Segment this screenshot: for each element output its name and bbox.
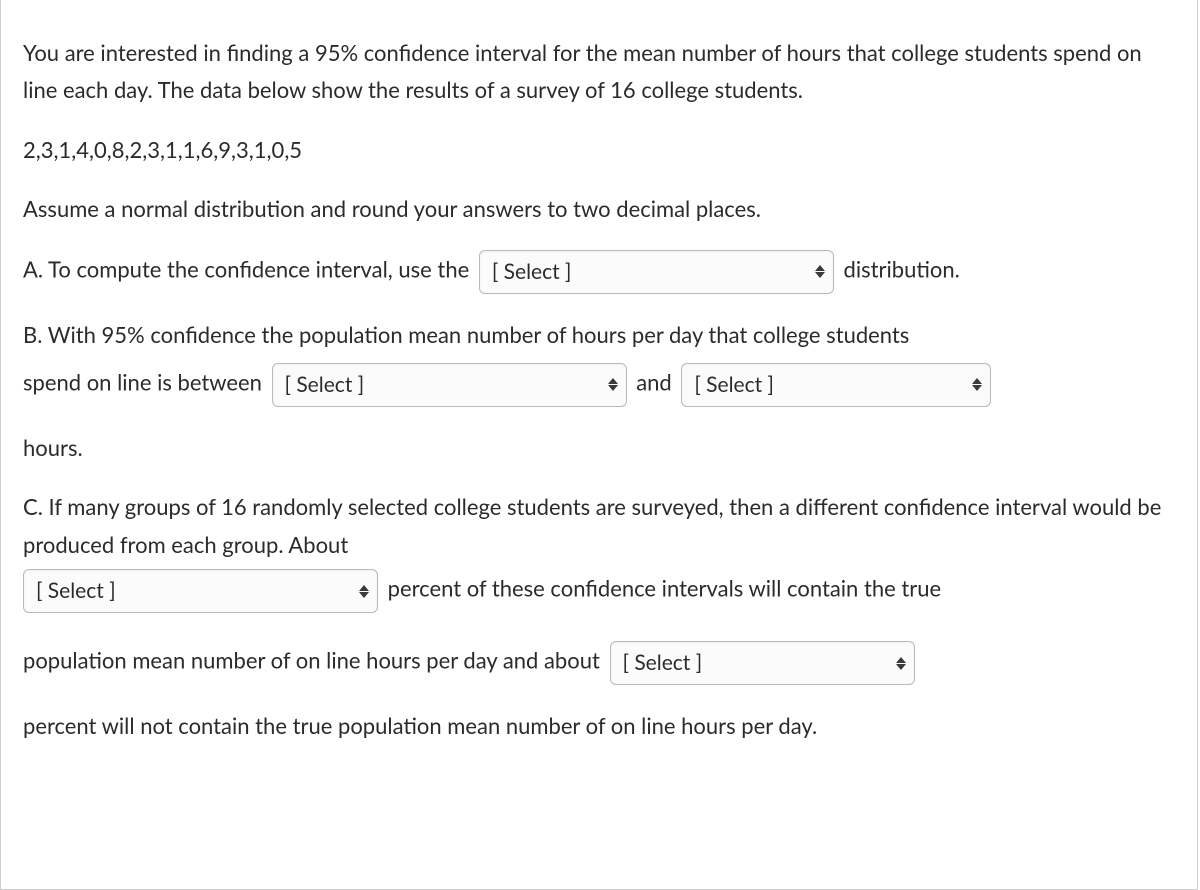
part-c-select-notcontain[interactable]: [ Select ]: [610, 641, 915, 685]
part-a-post: distribution.: [844, 255, 960, 282]
data-values: 2,3,1,4,0,8,2,3,1,1,6,9,3,1,0,5: [23, 131, 1175, 168]
question-frame: You are interested in finding a 95% conf…: [0, 0, 1198, 890]
part-b-select-upper[interactable]: [ Select ]: [681, 363, 991, 407]
part-c-after1: percent of these confidence intervals wi…: [388, 575, 942, 602]
part-c-line4: percent will not contain the true popula…: [23, 707, 1175, 744]
assumption-text: Assume a normal distribution and round y…: [23, 190, 1175, 227]
part-b-select-lower[interactable]: [ Select ]: [272, 363, 627, 407]
select-label: [ Select ]: [36, 573, 349, 609]
part-c-pre2: population mean number of on line hours …: [23, 647, 600, 674]
select-label: [ Select ]: [694, 367, 962, 403]
part-b-pre: spend on line is between: [23, 369, 262, 396]
part-c-line1: C. If many groups of 16 randomly selecte…: [23, 488, 1175, 563]
part-a-pre: A. To compute the confidence interval, u…: [23, 255, 469, 282]
stepper-arrows-icon: [608, 378, 618, 391]
intro-text: You are interested in finding a 95% conf…: [23, 34, 1175, 109]
part-b-line3: hours.: [23, 429, 1175, 466]
select-label: [ Select ]: [492, 254, 805, 290]
stepper-arrows-icon: [972, 378, 982, 391]
and-text: and: [636, 369, 672, 396]
part-c-select-contain[interactable]: [ Select ]: [23, 569, 378, 613]
part-b-line2: spend on line is between [ Select ] and …: [23, 363, 1175, 407]
stepper-arrows-icon: [815, 265, 825, 278]
part-a-line: A. To compute the confidence interval, u…: [23, 250, 1175, 294]
select-label: [ Select ]: [285, 367, 598, 403]
select-label: [ Select ]: [623, 645, 886, 681]
part-c-line3: population mean number of on line hours …: [23, 641, 1175, 685]
stepper-arrows-icon: [359, 585, 369, 598]
part-a-select[interactable]: [ Select ]: [479, 250, 834, 294]
stepper-arrows-icon: [896, 657, 906, 670]
part-c-line2: [ Select ] percent of these confidence i…: [23, 569, 1175, 613]
part-b-line1: B. With 95% confidence the population me…: [23, 316, 1175, 353]
